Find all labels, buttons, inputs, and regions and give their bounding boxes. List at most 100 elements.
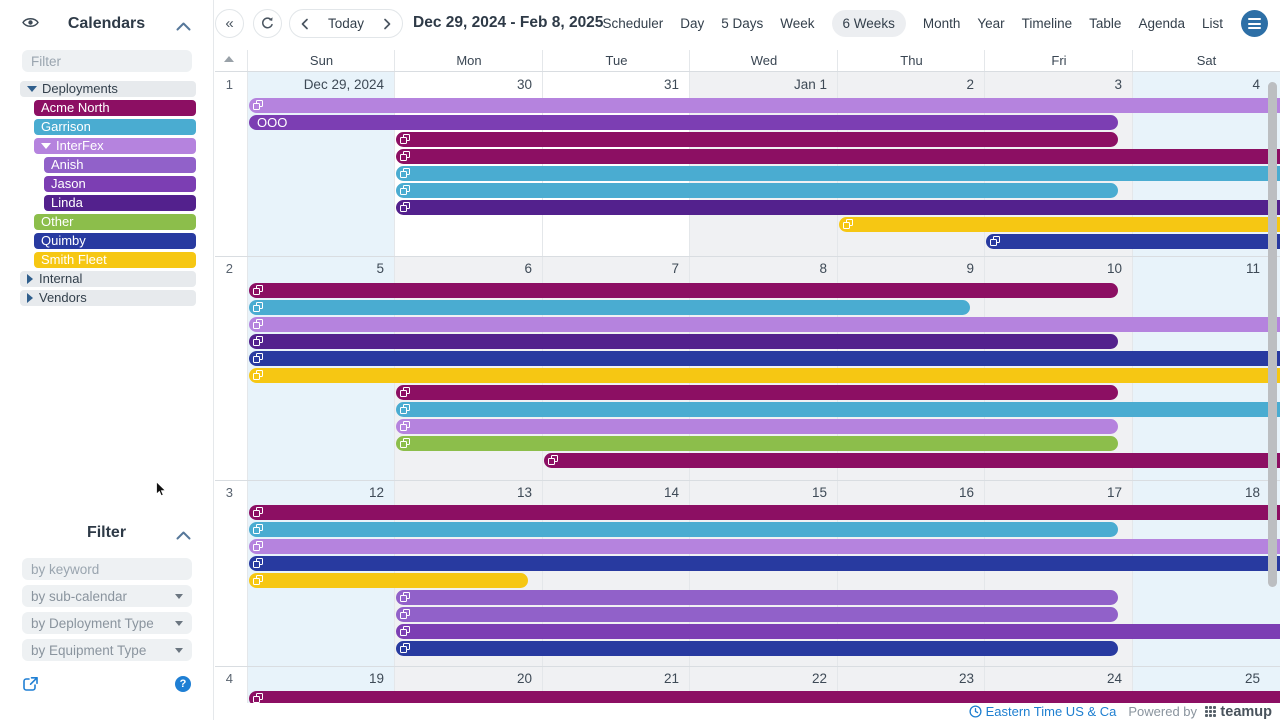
view-tab-list[interactable]: List	[1201, 16, 1223, 31]
event-bar-garrison[interactable]	[249, 522, 1118, 537]
event-bar-acme[interactable]	[396, 385, 1118, 400]
filter-by-equipment-type-select[interactable]: by Equipment Type	[22, 639, 192, 661]
event-bar-interfex[interactable]	[249, 539, 1280, 554]
filter-by-keyword-field[interactable]	[22, 558, 192, 580]
event-bar-other[interactable]	[396, 436, 1118, 451]
calendar-label: InterFex	[56, 138, 104, 153]
menu-button[interactable]	[1241, 10, 1268, 37]
duplicate-icon	[253, 319, 264, 330]
date-label: 5	[376, 261, 384, 276]
collapse-calendars-icon[interactable]	[176, 18, 191, 36]
calendar-label: Garrison	[41, 119, 91, 134]
sidebar: Calendars Deployments Acme North Garrison I…	[0, 0, 214, 720]
duplicate-icon	[253, 336, 264, 347]
sidebar-item-interfex[interactable]: InterFex	[34, 138, 196, 154]
event-bar-quimby[interactable]	[986, 234, 1280, 249]
sidebar-item-vendors[interactable]: Vendors	[20, 290, 196, 306]
scroll-up-icon[interactable]	[224, 56, 234, 62]
duplicate-icon	[253, 693, 264, 704]
event-bar-quimby[interactable]	[249, 351, 1280, 366]
duplicate-icon	[253, 353, 264, 364]
view-tab-month[interactable]: Month	[922, 16, 961, 31]
view-tab-table[interactable]: Table	[1089, 16, 1122, 31]
event-bar-garrison[interactable]	[249, 300, 970, 315]
event-bar-jason[interactable]: OOO	[249, 115, 1118, 130]
collapse-filter-icon[interactable]	[176, 527, 191, 545]
prev-button[interactable]	[301, 18, 309, 30]
sidebar-item-quimby[interactable]: Quimby	[34, 233, 196, 249]
event-bar-acme[interactable]	[544, 453, 1280, 468]
double-chevron-left-icon: «	[225, 15, 234, 32]
event-bar-quimby[interactable]	[249, 556, 1280, 571]
event-bar-acme[interactable]	[249, 505, 1280, 520]
calendar-filter-input[interactable]	[22, 50, 192, 72]
view-tab-scheduler[interactable]: Scheduler	[602, 16, 664, 31]
event-bar-linda[interactable]	[396, 200, 1280, 215]
expand-triangle-icon[interactable]	[27, 274, 33, 284]
date-label: 15	[811, 485, 827, 500]
view-tab-day[interactable]: Day	[680, 16, 705, 31]
calendar-label: Quimby	[41, 233, 86, 248]
view-tab-5-days[interactable]: 5 Days	[721, 16, 764, 31]
keyword-input[interactable]	[31, 558, 192, 580]
teamup-brand-link[interactable]: teamup	[1220, 703, 1272, 720]
calendar-label: Vendors	[39, 290, 87, 305]
sidebar-item-anish[interactable]: Anish	[44, 157, 196, 173]
event-bar-jason[interactable]	[396, 624, 1280, 639]
event-bar-quimby[interactable]	[396, 641, 1118, 656]
event-bar-acme[interactable]	[249, 691, 1280, 706]
event-bar-smith[interactable]	[839, 217, 1280, 232]
timezone-link[interactable]: Eastern Time US & Ca	[969, 704, 1116, 719]
filter-by-subcalendar-select[interactable]: by sub-calendar	[22, 585, 192, 607]
event-bar-garrison[interactable]	[396, 402, 1280, 417]
event-bar-garrison[interactable]	[396, 166, 1280, 181]
sidebar-item-acme[interactable]: Acme North	[34, 100, 196, 116]
duplicate-icon	[400, 387, 411, 398]
event-bar-acme[interactable]	[249, 283, 1118, 298]
expand-triangle-icon[interactable]	[27, 293, 33, 303]
view-tab-timeline[interactable]: Timeline	[1021, 16, 1073, 31]
sidebar-item-linda[interactable]: Linda	[44, 195, 196, 211]
event-bar-interfex[interactable]	[249, 98, 1280, 113]
sidebar-item-deployments[interactable]: Deployments	[20, 81, 196, 97]
sidebar-item-smith[interactable]: Smith Fleet	[34, 252, 196, 268]
view-tab-year[interactable]: Year	[977, 16, 1005, 31]
powered-by-label: Powered by	[1128, 704, 1198, 719]
event-bar-garrison[interactable]	[396, 183, 1118, 198]
jump-back-button[interactable]: «	[215, 9, 244, 38]
date-label: 23	[958, 671, 974, 686]
refresh-button[interactable]	[253, 9, 282, 38]
view-tab-6-weeks[interactable]: 6 Weeks	[831, 10, 906, 37]
sidebar-item-other[interactable]: Other	[34, 214, 196, 230]
scrollbar-thumb[interactable]	[1268, 82, 1277, 587]
today-button[interactable]: Today	[327, 16, 365, 31]
column-separator	[247, 50, 248, 703]
sidebar-item-jason[interactable]: Jason	[44, 176, 196, 192]
date-label: 24	[1106, 671, 1122, 686]
duplicate-icon	[253, 524, 264, 535]
event-bar-interfex[interactable]	[396, 419, 1118, 434]
chevron-down-icon	[175, 620, 183, 626]
next-button[interactable]	[383, 18, 391, 30]
date-label: 31	[663, 77, 679, 92]
filter-by-deployment-type-select[interactable]: by Deployment Type	[22, 612, 192, 634]
event-bar-acme[interactable]	[396, 132, 1118, 147]
event-bar-linda[interactable]	[249, 334, 1118, 349]
event-bar-smith[interactable]	[249, 573, 528, 588]
share-icon[interactable]	[22, 676, 39, 697]
event-bar-anish[interactable]	[396, 590, 1118, 605]
date-label: Dec 29, 2024	[303, 77, 384, 92]
eye-icon[interactable]	[22, 16, 39, 34]
view-tab-week[interactable]: Week	[780, 16, 815, 31]
day-header-mon: Mon	[456, 53, 482, 68]
help-icon[interactable]: ?	[175, 676, 191, 692]
event-bar-interfex[interactable]	[249, 317, 1280, 332]
view-tab-agenda[interactable]: Agenda	[1138, 16, 1185, 31]
collapse-triangle-icon[interactable]	[27, 86, 37, 92]
event-bar-anish[interactable]	[396, 607, 1118, 622]
collapse-triangle-icon[interactable]	[41, 143, 51, 149]
sidebar-item-garrison[interactable]: Garrison	[34, 119, 196, 135]
event-bar-acme[interactable]	[396, 149, 1280, 164]
event-bar-smith[interactable]	[249, 368, 1280, 383]
sidebar-item-internal[interactable]: Internal	[20, 271, 196, 287]
